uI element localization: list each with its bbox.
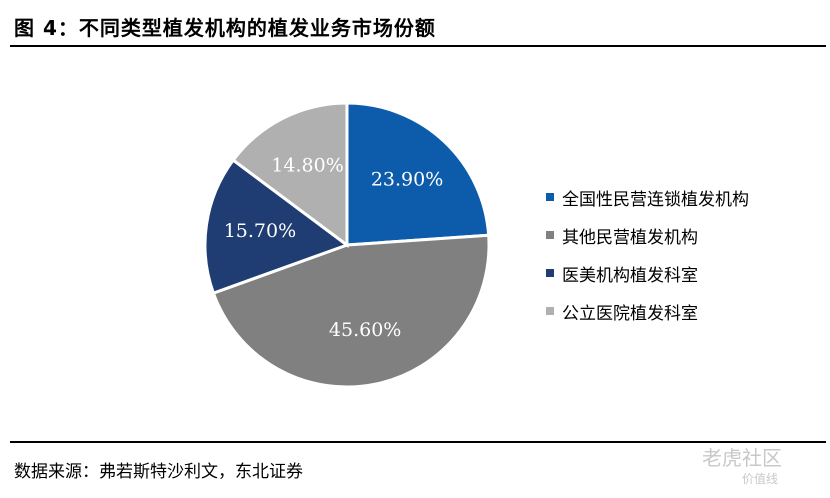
top-rule (10, 45, 826, 47)
pie-chart: 23.90% 45.60% 15.70% 14.80% (203, 101, 491, 389)
bottom-rule (10, 441, 826, 443)
legend-swatch (546, 307, 554, 315)
pie-slice-2 (211, 233, 491, 389)
legend-swatch (546, 231, 554, 239)
pie-slice-1 (345, 101, 491, 247)
pie-data-label-2: 45.60% (329, 319, 401, 341)
chart-title: 图 4：不同类型植发机构的植发业务市场份额 (14, 16, 436, 40)
pie-data-label-3: 15.70% (224, 220, 296, 242)
pie-data-label-1: 23.90% (371, 169, 443, 191)
legend-label: 医美机构植发科室 (562, 265, 698, 286)
source-note: 数据来源：弗若斯特沙利文，东北证券 (14, 462, 303, 482)
legend-label: 其他民营植发机构 (562, 227, 698, 248)
pie-data-label-4: 14.80% (271, 154, 343, 176)
legend-item-1: 全国性民营连锁植发机构 (546, 178, 749, 216)
legend: 全国性民营连锁植发机构 其他民营植发机构 医美机构植发科室 公立医院植发科室 (546, 178, 749, 330)
watermark-subtext: 价值线 (742, 472, 779, 486)
legend-label: 全国性民营连锁植发机构 (562, 189, 749, 210)
legend-swatch (546, 193, 554, 201)
legend-item-2: 其他民营植发机构 (546, 216, 749, 254)
pie-slice-3 (203, 157, 351, 296)
legend-item-4: 公立医院植发科室 (546, 292, 749, 330)
legend-label: 公立医院植发科室 (562, 303, 698, 324)
legend-item-3: 医美机构植发科室 (546, 254, 749, 292)
watermark-text: 老虎社区 (702, 446, 782, 470)
pie-slice-4 (231, 101, 349, 248)
legend-swatch (546, 269, 554, 277)
